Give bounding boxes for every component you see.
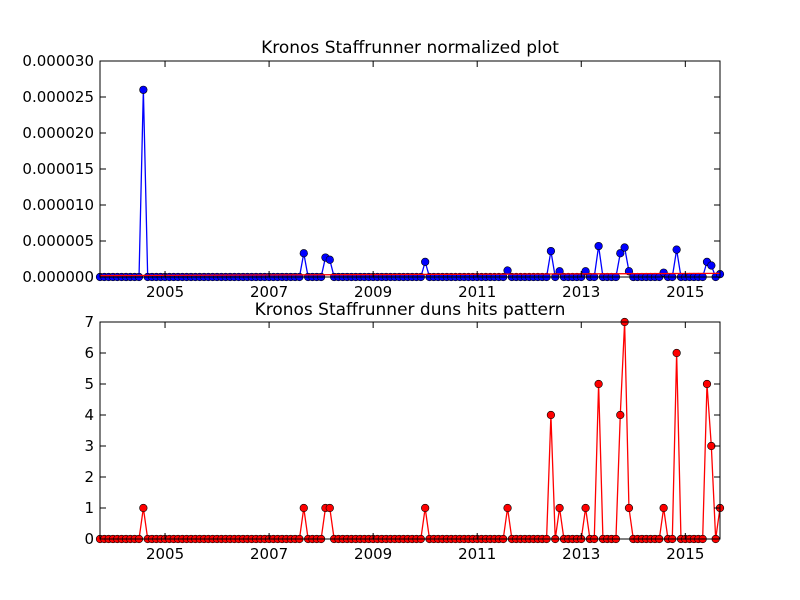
data-point — [139, 85, 148, 94]
data-point — [421, 503, 430, 513]
data-point — [616, 410, 625, 420]
data-point — [672, 245, 681, 254]
series-0 — [95, 317, 725, 544]
data-point — [325, 255, 334, 264]
y-tick-label: 0.000020 — [22, 124, 94, 142]
data-point — [503, 266, 512, 275]
data-point — [672, 348, 681, 358]
y-tick-label: 4 — [84, 406, 94, 424]
y-tick-label: 3 — [84, 437, 94, 455]
data-point — [624, 503, 634, 513]
x-tick-label: 2011 — [458, 545, 496, 563]
y-tick-label: 2 — [84, 468, 94, 486]
data-point — [581, 503, 590, 513]
x-tick-label: 2007 — [250, 283, 288, 301]
x-tick-label: 2011 — [458, 283, 496, 301]
data-point — [659, 503, 668, 513]
y-tick-label: 6 — [84, 344, 94, 362]
y-tick-label: 0.000000 — [22, 268, 94, 286]
axes-frame — [99, 321, 721, 540]
y-tick-label: 7 — [84, 313, 94, 331]
data-point — [546, 410, 556, 420]
data-point — [555, 503, 564, 513]
y-tick-label: 1 — [84, 499, 94, 517]
data-point — [702, 379, 712, 389]
data-point — [620, 243, 629, 252]
data-point — [421, 257, 430, 266]
chart-normalized-plot: Kronos Staffrunner normalized plot 0.000… — [22, 38, 725, 301]
series-0 — [95, 85, 725, 282]
y-tick-label: 0.000015 — [22, 160, 94, 178]
data-point — [139, 503, 148, 513]
data-point — [594, 241, 603, 251]
x-tick-label: 2007 — [250, 545, 288, 563]
y-tick-label: 5 — [84, 375, 94, 393]
series-1 — [99, 272, 721, 277]
data-point — [325, 503, 334, 513]
data-point — [546, 246, 556, 256]
x-tick-label: 2015 — [666, 545, 704, 563]
y-tick-label: 0.000010 — [22, 196, 94, 214]
x-tick-label: 2009 — [354, 545, 392, 563]
series-line — [99, 272, 721, 277]
data-point — [555, 267, 564, 276]
x-tick-label: 2009 — [354, 283, 392, 301]
x-tick-label: 2005 — [146, 545, 184, 563]
data-point — [616, 249, 625, 258]
data-point — [707, 441, 716, 451]
chart-duns-hits-pattern: Kronos Staffrunner duns hits pattern 0 1 2… — [84, 300, 725, 563]
chart-title: Kronos Staffrunner duns hits pattern — [255, 300, 566, 320]
y-tick-label: 0.000005 — [22, 232, 94, 250]
data-point — [299, 249, 308, 258]
data-point — [299, 503, 308, 513]
data-point — [707, 261, 716, 270]
y-tick-label: 0 — [84, 530, 94, 548]
data-point — [581, 267, 590, 276]
x-tick-label: 2015 — [666, 283, 704, 301]
x-tick-label: 2005 — [146, 283, 184, 301]
y-tick-label: 0.000025 — [22, 88, 94, 106]
x-tick-label: 2013 — [562, 283, 600, 301]
chart-title: Kronos Staffrunner normalized plot — [261, 38, 559, 58]
data-point — [503, 503, 512, 513]
x-tick-label: 2013 — [562, 545, 600, 563]
y-tick-label: 0.000030 — [22, 52, 94, 70]
data-point — [594, 379, 603, 389]
